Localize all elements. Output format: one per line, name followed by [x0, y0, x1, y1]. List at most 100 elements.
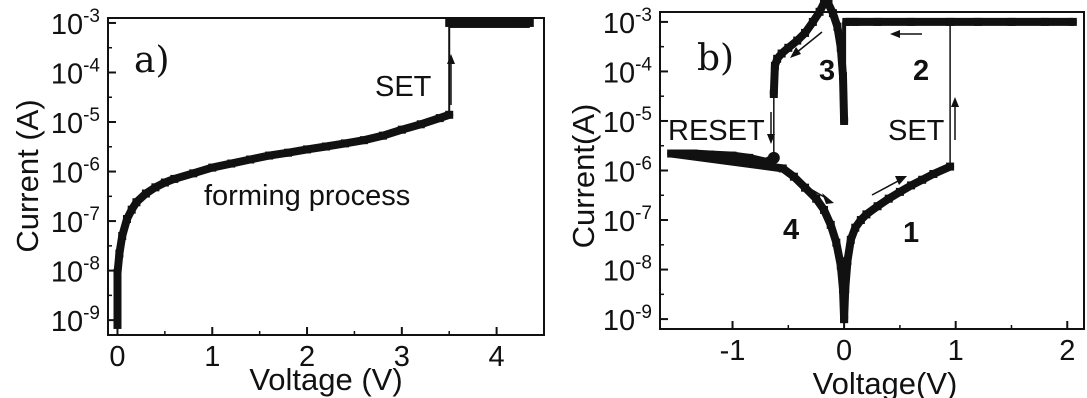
arrowhead-sweep-3 — [790, 47, 801, 58]
data-point — [359, 136, 368, 145]
data-point — [227, 159, 236, 168]
data-point — [397, 125, 406, 134]
y-tick-label: 10-3 — [603, 5, 652, 40]
panel-a: 10-9 10-8 10-7 10-6 10-5 10-4 10-3 0 1 2 3 4 a) Vo… — [10, 6, 545, 397]
data-point — [801, 183, 810, 192]
data-point — [851, 223, 860, 232]
series-2 — [842, 17, 1077, 26]
series-1 — [840, 162, 955, 324]
data-point — [907, 17, 916, 26]
data-point — [808, 17, 817, 26]
arrowhead-reset — [767, 134, 775, 144]
data-point — [815, 7, 824, 16]
data-point — [840, 315, 849, 324]
data-point — [118, 231, 127, 240]
data-point — [778, 164, 787, 173]
x-tick-label: 4 — [489, 341, 505, 373]
data-point — [1068, 17, 1077, 26]
data-point — [826, 220, 835, 229]
panel-label-a: a) — [134, 40, 170, 81]
sweep-number-3: 3 — [819, 55, 835, 87]
plot-frame-a — [107, 17, 545, 336]
y-axis-label-a: Current (A) — [10, 99, 45, 252]
data-point — [416, 120, 425, 129]
set-arrowhead-a — [447, 54, 455, 64]
data-point — [773, 54, 782, 63]
data-point — [246, 155, 255, 164]
x-tick-label: 0 — [836, 335, 852, 367]
y-tick-label: 10-6 — [51, 155, 100, 190]
data-point — [846, 235, 855, 244]
series-line — [667, 149, 849, 324]
data-point — [303, 145, 312, 154]
data-point — [762, 157, 770, 166]
x-tick-label: 1 — [948, 335, 964, 367]
y-tick-label: 10-9 — [603, 302, 652, 337]
x-axis-label-b: Voltage(V) — [813, 366, 958, 398]
data-point — [856, 216, 865, 225]
data-point — [836, 43, 845, 52]
data-point — [843, 256, 852, 265]
y-tick-label: 10-5 — [603, 104, 652, 139]
y-tick-label: 10-8 — [603, 253, 652, 288]
data-point — [851, 17, 860, 26]
data-point — [1007, 17, 1016, 26]
data-point — [706, 150, 715, 159]
data-point — [492, 18, 501, 27]
sweep-arrows — [767, 30, 959, 204]
arrow-sweep-4 — [794, 179, 827, 199]
x-tick-label: 1 — [204, 341, 220, 373]
data-point — [170, 174, 179, 183]
set-label-a: SET — [375, 71, 432, 103]
data-point — [974, 17, 982, 26]
compliance-level-bar — [449, 17, 530, 28]
y-tick-label: 10-3 — [51, 6, 100, 41]
data-point — [833, 22, 842, 31]
data-point — [1040, 17, 1049, 26]
series-1 — [445, 17, 534, 28]
y-tick-label: 10-4 — [603, 54, 653, 89]
series-line — [113, 110, 454, 329]
data-point — [340, 139, 349, 148]
data-point — [689, 149, 698, 158]
data-point — [378, 131, 387, 140]
x-tick-label: 2 — [299, 341, 315, 373]
data-point — [322, 142, 330, 151]
data-point — [873, 202, 882, 211]
y-tick-label: 10-6 — [603, 154, 652, 189]
y-tick-label: 10-5 — [51, 105, 100, 140]
data-point — [525, 18, 534, 27]
set-label-b: SET — [888, 115, 945, 147]
data-point — [127, 205, 136, 214]
reset-label: RESET — [668, 115, 765, 147]
sweep-number-1: 1 — [903, 217, 919, 249]
data-point — [832, 238, 841, 247]
data-point — [812, 194, 821, 203]
sweep-number-2: 2 — [913, 55, 929, 87]
reset-point-marker — [767, 151, 780, 164]
panel-label-b: b) — [697, 38, 734, 79]
arrowhead-sweep-2 — [890, 30, 900, 38]
x-tick-label: 0 — [109, 341, 125, 373]
data-point — [836, 261, 845, 270]
data-point — [132, 198, 141, 207]
y-tick-label: 10-8 — [51, 254, 100, 289]
reset-point-marker — [749, 156, 760, 167]
data-point — [907, 181, 916, 190]
sweep-number-4: 4 — [783, 214, 799, 246]
series-3 — [769, 0, 849, 125]
y-axis-label-b: Current(A) — [566, 104, 601, 249]
data-point — [884, 194, 893, 203]
data-point — [728, 151, 737, 160]
panel-b: 10-9 10-8 10-7 10-6 10-5 10-4 10-3 -1 0 1 2 b) Vo… — [566, 0, 1085, 398]
x-tick-label: 2 — [1059, 335, 1075, 367]
data-point — [784, 43, 793, 52]
data-point — [842, 17, 851, 26]
data-point — [511, 18, 520, 27]
data-point — [151, 183, 160, 192]
x-tick-label: 3 — [394, 341, 410, 373]
data-point — [801, 28, 810, 37]
data-point — [895, 187, 904, 196]
arrow-sweep-3 — [795, 31, 823, 54]
y-tick-label: 10-9 — [51, 303, 100, 338]
